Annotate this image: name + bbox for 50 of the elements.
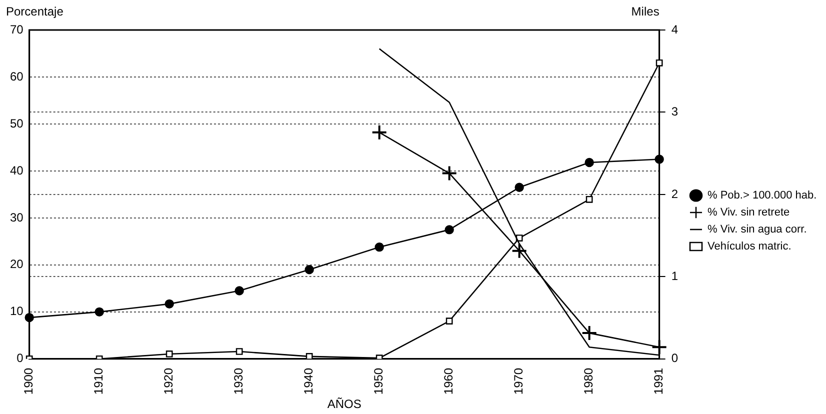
x-axis-title: AÑOS [327,397,362,412]
legend-label: % Viv. sin retrete [708,206,790,219]
point [371,124,388,140]
y2-tick-label: 0 [671,351,678,366]
x-tick-label: 1991 [652,368,666,395]
point [94,307,104,317]
point [306,353,313,359]
y-tick-label: 50 [10,116,24,130]
legend-label: Vehículos matric. [708,240,792,253]
y2-tick-label: 2 [671,186,678,201]
point [656,59,663,66]
point [234,286,244,296]
y2-tick-label: 1 [671,268,678,283]
x-tick-label: 1970 [512,368,526,395]
point [444,225,454,234]
x-tick-label: 1930 [232,368,246,395]
point [586,196,593,203]
y-tick-label: 60 [10,69,24,84]
x-tick-label: 1910 [92,368,106,395]
point [511,242,528,259]
x-tick-label: 1980 [582,368,596,395]
x-tick-label: 1940 [302,368,316,395]
point [236,348,243,355]
x-tick-label: 1900 [22,368,36,395]
x-tick-label: 1960 [442,368,456,395]
y-tick-label: 20 [10,257,24,272]
point [24,312,34,322]
y2-tick-label: 3 [671,104,678,119]
y-axis-title: Porcentaje [6,4,64,18]
legend-label: % Viv. sin agua corr. [708,224,807,236]
point [514,182,524,192]
x-tick-label: 1950 [372,368,386,395]
y-tick-label: 0 [16,351,24,366]
point [581,325,598,342]
y-tick-label: 70 [10,22,24,36]
y2-tick-label: 4 [671,22,678,36]
point [446,318,453,325]
point [441,165,458,182]
x-tick-label: 1920 [162,368,176,395]
point [374,242,384,252]
y-tick-label: 40 [10,163,24,178]
legend-label: % Pob.> 100.000 hab. [708,190,817,202]
y-tick-label: 10 [10,304,24,318]
point [654,154,664,164]
point [164,299,174,309]
y-tick-label: 30 [10,210,24,224]
point [584,158,594,168]
point [166,350,173,358]
point [304,265,314,274]
y2-axis-title: Miles [631,4,660,18]
